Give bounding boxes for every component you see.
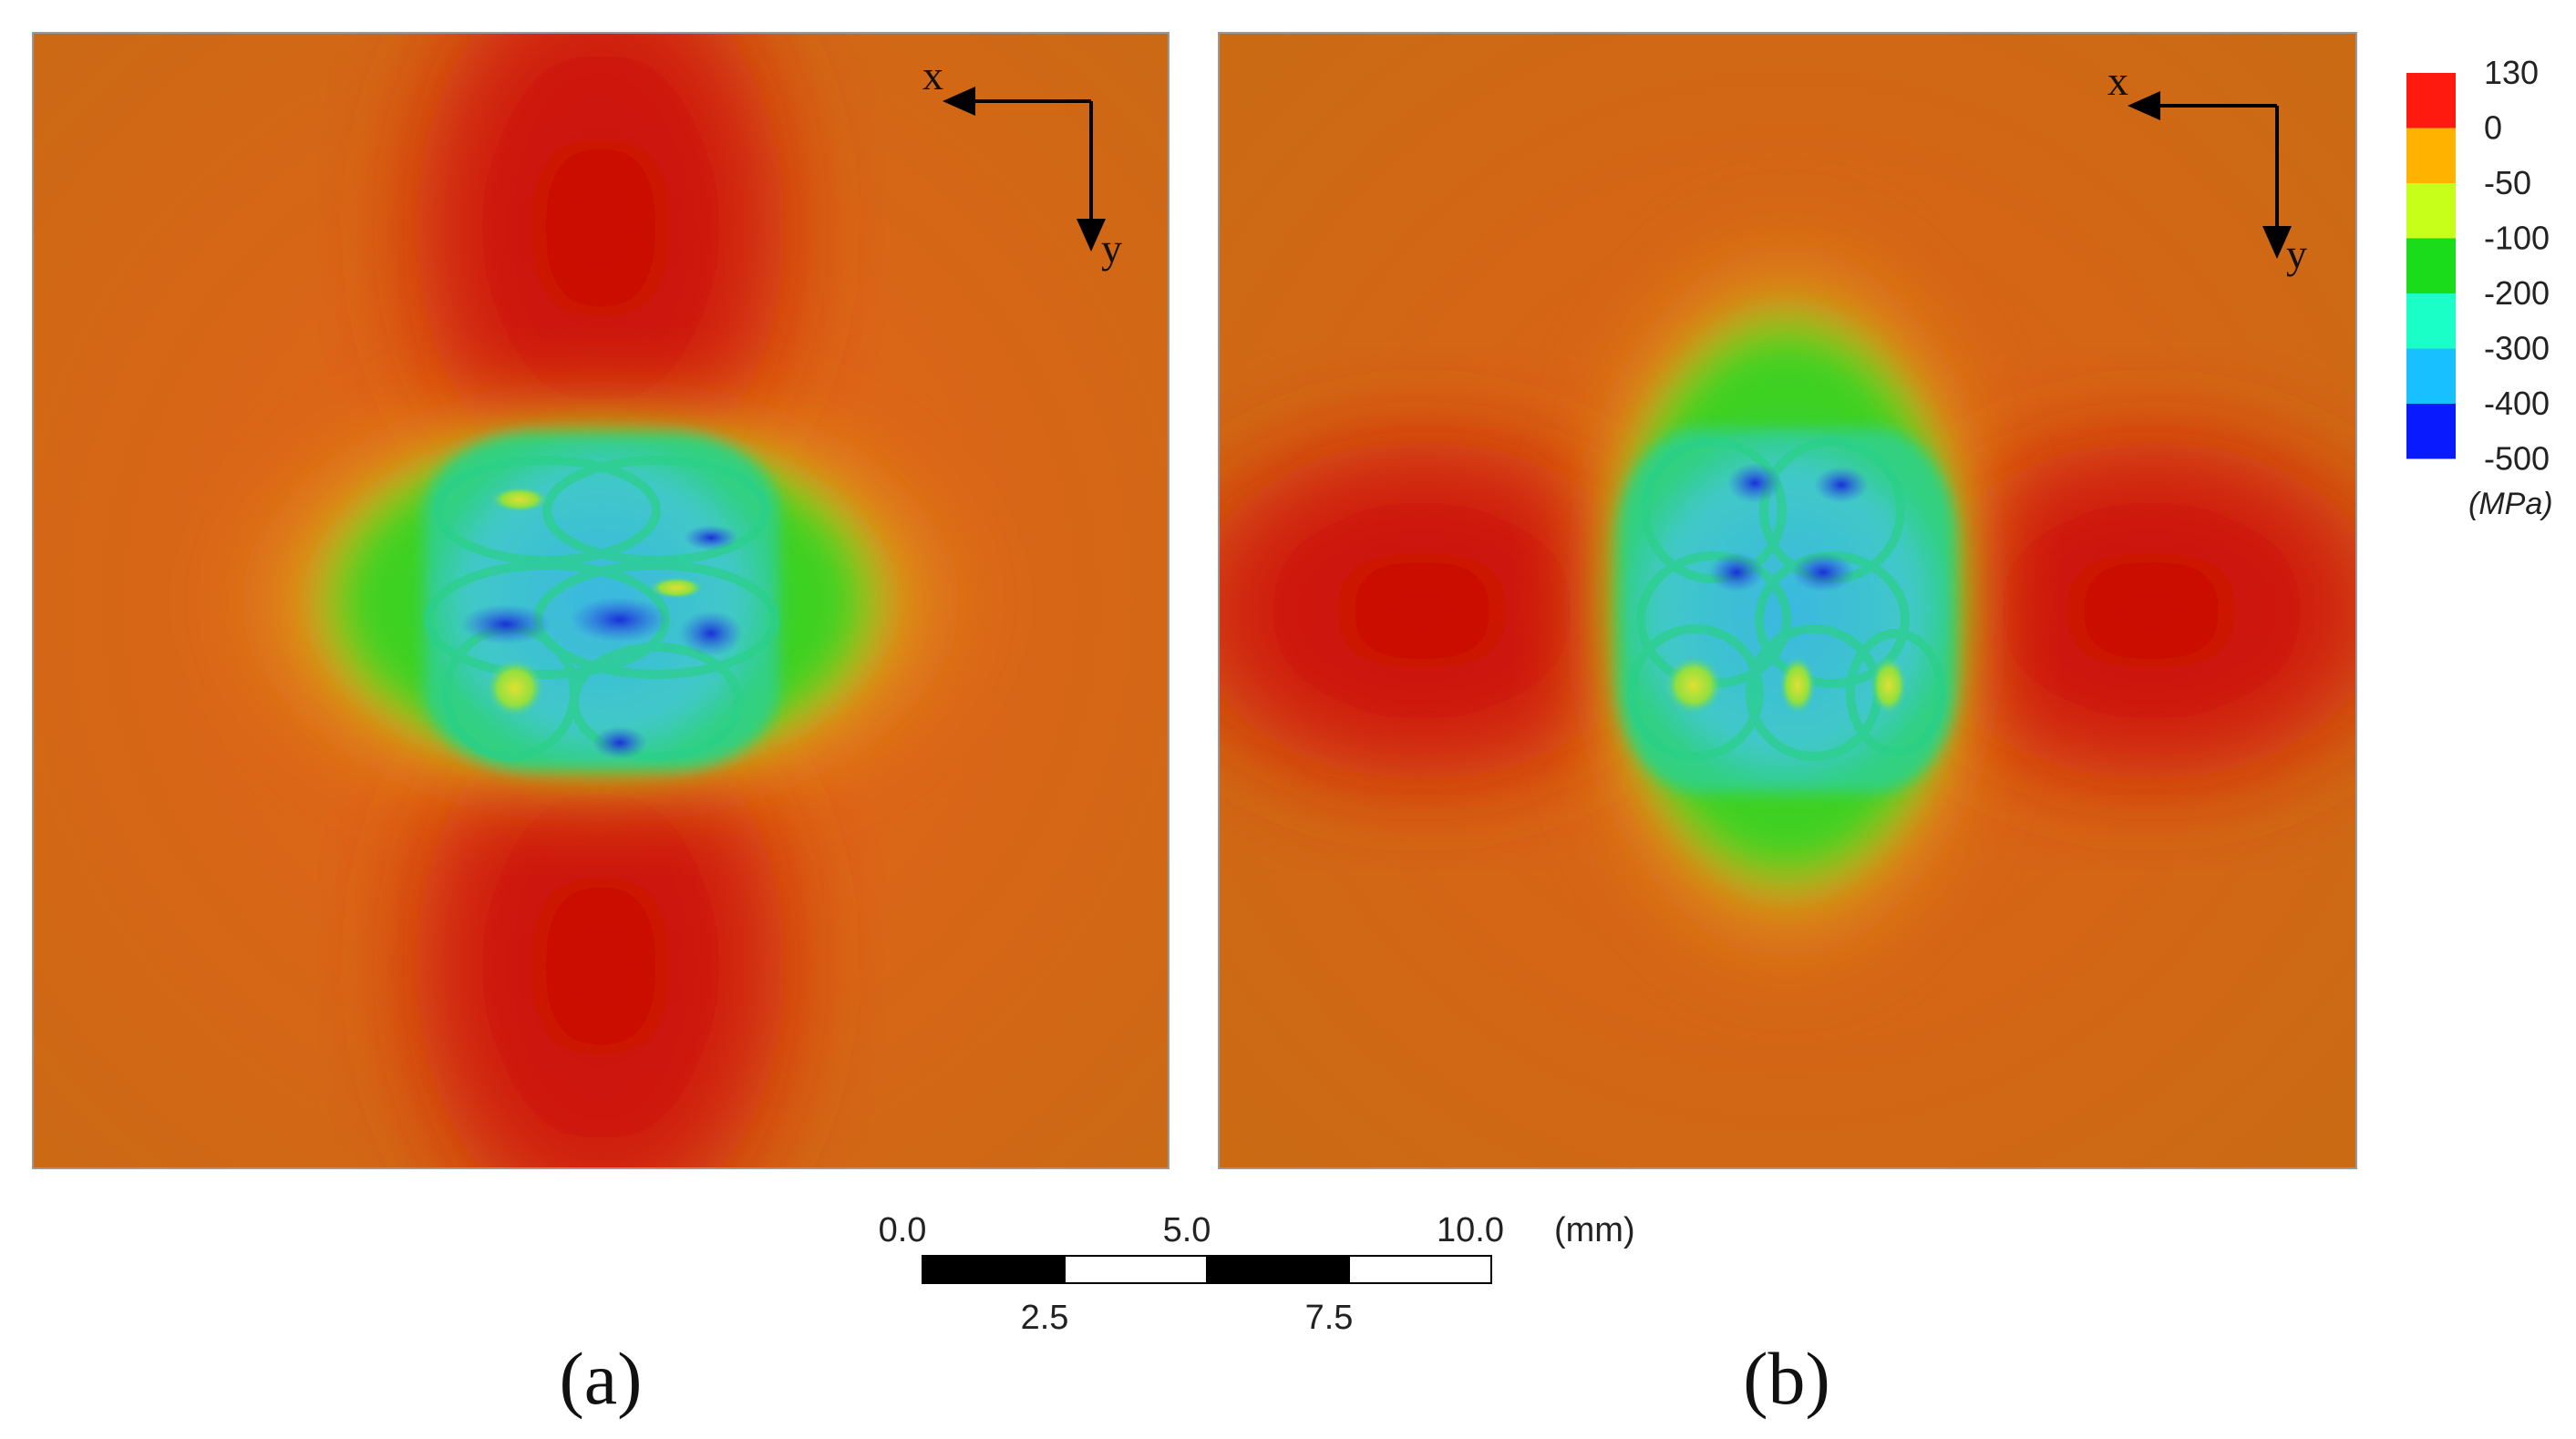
panel-a-axis-y-label: y xyxy=(1101,225,1122,272)
color-legend: 130 0 -50 -100 -200 -300 -400 -500 xyxy=(2406,54,2550,478)
legend-tick-4: -200 xyxy=(2484,274,2550,312)
scale-bar-unit: (mm) xyxy=(1554,1211,1635,1249)
legend-swatch-0 xyxy=(2406,73,2456,128)
scale-bar-segment-3 xyxy=(1348,1255,1492,1284)
panel-b xyxy=(1219,33,2356,1168)
panel-a-yellow-spots xyxy=(486,487,704,717)
panel-b-axis-y-label: y xyxy=(2286,231,2307,277)
panel-a-axis-x-label: x xyxy=(922,52,943,98)
legend-tick-2: -50 xyxy=(2484,164,2531,201)
legend-swatch-4 xyxy=(2406,293,2456,349)
panel-b-blue-spots xyxy=(1709,463,1869,592)
legend-tick-1: 0 xyxy=(2484,109,2502,147)
panel-b-yellow-spots xyxy=(1664,656,1907,714)
legend-tick-5: -300 xyxy=(2484,330,2550,367)
legend-swatch-2 xyxy=(2406,183,2456,239)
scale-bar xyxy=(922,1255,1492,1284)
legend-swatch-6 xyxy=(2406,404,2456,459)
legend-tick-7: -500 xyxy=(2484,440,2550,478)
caption-b: (b) xyxy=(1743,1337,1830,1420)
caption-a: (a) xyxy=(559,1337,642,1420)
panel-a-axes: x y xyxy=(922,52,1122,272)
panel-b-axis-x-label: x xyxy=(2107,57,2128,104)
scale-label-0: 0.0 xyxy=(879,1211,927,1249)
scale-bar-segment-1 xyxy=(1064,1255,1208,1284)
scale-bar-segment-2 xyxy=(1206,1255,1350,1284)
scale-label-5: 5.0 xyxy=(1163,1211,1211,1249)
panel-a-blue-spots xyxy=(460,525,743,759)
legend-tick-3: -100 xyxy=(2484,220,2550,257)
panel-b-frame xyxy=(1218,32,2357,1169)
scale-label-10: 10.0 xyxy=(1437,1211,1504,1249)
legend-tick-0: 130 xyxy=(2484,54,2539,91)
legend-unit-label: (MPa) xyxy=(2468,487,2553,521)
panel-a-frame xyxy=(32,32,1170,1169)
panel-b-axes: x y xyxy=(2107,57,2307,277)
legend-swatch-1 xyxy=(2406,128,2456,183)
legend-swatch-3 xyxy=(2406,238,2456,293)
scale-label-7-5: 7.5 xyxy=(1305,1299,1354,1337)
scale-label-2-5: 2.5 xyxy=(1021,1299,1069,1337)
legend-swatch-5 xyxy=(2406,348,2456,404)
panel-a xyxy=(33,33,1169,1168)
scale-bar-segment-0 xyxy=(922,1255,1066,1284)
legend-tick-6: -400 xyxy=(2484,385,2550,422)
